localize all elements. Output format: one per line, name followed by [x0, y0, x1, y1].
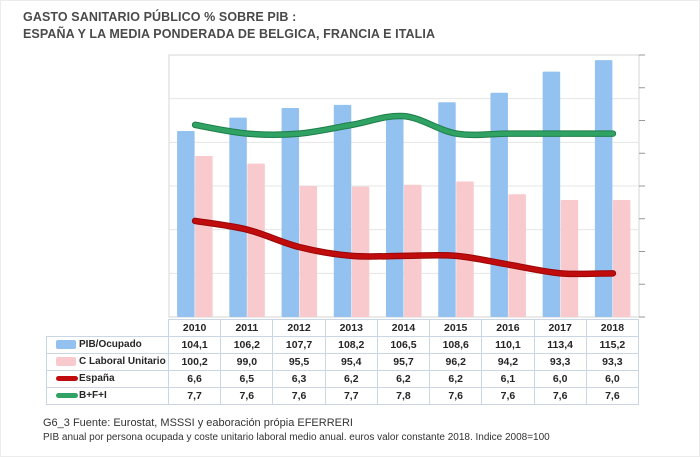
- value-cell-b-f-i: 7,6: [429, 387, 483, 405]
- value-cell-c-laboral-unitario: 95,5: [272, 353, 326, 371]
- bar-pib-ocupado: [490, 92, 508, 317]
- value-cell-c-laboral-unitario: 100,2: [167, 353, 222, 371]
- page-title: GASTO SANITARIO PÚBLICO % SOBRE PIB : ES…: [23, 9, 435, 42]
- series-name-b-f-i: B+F+I: [79, 390, 107, 401]
- title-line-2: ESPAÑA Y LA MEDIA PONDERADA DE BELGICA, …: [23, 26, 436, 41]
- value-cell-pib-ocupado: 108,6: [429, 336, 483, 354]
- table-row-b-f-i: B+F+I 7,7 7,6 7,6 7,7 7,8 7,6 7,6 7,6 7,6: [46, 387, 640, 405]
- value-cell-b-f-i: 7,7: [167, 387, 222, 405]
- value-cell-b-f-i: 7,6: [220, 387, 274, 405]
- table-row-c-laboral-unitario: C Laboral Unitario 100,2 99,0 95,5 95,4 95,7 9…: [46, 353, 640, 371]
- year-header: 2018: [585, 319, 640, 337]
- legend-label-espa-a: España: [46, 370, 169, 388]
- value-cell-espa-a: 6,0: [585, 370, 640, 388]
- value-cell-pib-ocupado: 110,1: [481, 336, 535, 354]
- value-cell-c-laboral-unitario: 94,2: [481, 353, 535, 371]
- title-line-1: GASTO SANITARIO PÚBLICO % SOBRE PIB :: [23, 10, 297, 24]
- table-header-row: 2010 2011 2012 2013 2014 2015 2016 2017 2018: [46, 319, 640, 337]
- year-header: 2014: [376, 319, 431, 337]
- table-row-pib-ocupado: PIB/Ocupado 104,1 106,2 107,7 108,2 106,5 108,…: [46, 336, 640, 354]
- value-cell-b-f-i: 7,6: [272, 387, 326, 405]
- value-cell-pib-ocupado: 113,4: [533, 336, 587, 354]
- value-cell-pib-ocupado: 106,5: [376, 336, 431, 354]
- value-cell-espa-a: 6,6: [167, 370, 222, 388]
- bar-pib-ocupado: [281, 108, 300, 317]
- bar-pib-ocupado: [438, 102, 456, 317]
- bar-pib-ocupado: [177, 131, 195, 317]
- legend-swatch-c-laboral-unitario: [56, 356, 76, 366]
- year-header: 2010: [167, 319, 222, 337]
- value-cell-pib-ocupado: 115,2: [585, 336, 640, 354]
- year-header: 2015: [429, 319, 483, 337]
- bar-c-laboral-unitario: [560, 200, 579, 317]
- bar-c-laboral-unitario: [195, 155, 213, 317]
- value-cell-b-f-i: 7,6: [481, 387, 535, 405]
- value-cell-c-laboral-unitario: 93,3: [585, 353, 640, 371]
- value-cell-b-f-i: 7,7: [324, 387, 378, 405]
- bar-c-laboral-unitario: [351, 186, 370, 317]
- value-cell-espa-a: 6,5: [220, 370, 274, 388]
- bar-pib-ocupado: [229, 117, 247, 317]
- source-note: G6_3 Fuente: Eurostat, MSSSI y eaboració…: [43, 417, 353, 429]
- definition-note: PIB anual por persona ocupada y coste un…: [43, 432, 550, 443]
- legend-label-b-f-i: B+F+I: [46, 387, 169, 405]
- year-header: 2017: [533, 319, 587, 337]
- bar-pib-ocupado: [594, 60, 613, 318]
- year-header: 2013: [324, 319, 378, 337]
- legend-swatch-pib-ocupado: [56, 339, 76, 349]
- bar-c-laboral-unitario: [612, 200, 631, 317]
- legend-swatch-b-f-i: [56, 392, 78, 398]
- bar-pib-ocupado: [333, 104, 352, 317]
- legend-label-c-laboral-unitario: C Laboral Unitario: [46, 353, 169, 371]
- bar-c-laboral-unitario: [247, 163, 265, 317]
- series-name-c-laboral-unitario: C Laboral Unitario: [79, 356, 166, 367]
- year-header: 2011: [220, 319, 274, 337]
- line-espa-a: [192, 218, 616, 277]
- series-name-pib-ocupado: PIB/Ocupado: [79, 339, 142, 350]
- value-cell-pib-ocupado: 107,7: [272, 336, 326, 354]
- legend-swatch-espa-a: [56, 375, 78, 381]
- value-cell-pib-ocupado: 108,2: [324, 336, 378, 354]
- line-b-f-i: [192, 113, 616, 138]
- value-cell-espa-a: 6,3: [272, 370, 326, 388]
- bar-pib-ocupado: [386, 115, 404, 318]
- bar-c-laboral-unitario: [456, 181, 474, 317]
- value-cell-pib-ocupado: 106,2: [220, 336, 274, 354]
- year-header: 2012: [272, 319, 326, 337]
- value-cell-pib-ocupado: 104,1: [167, 336, 222, 354]
- value-cell-b-f-i: 7,6: [585, 387, 640, 405]
- series-name-espa-a: España: [79, 373, 115, 384]
- value-cell-espa-a: 6,1: [481, 370, 535, 388]
- bar-pib-ocupado: [542, 71, 561, 318]
- legend-label-pib-ocupado: PIB/Ocupado: [46, 336, 169, 354]
- value-cell-c-laboral-unitario: 96,2: [429, 353, 483, 371]
- value-cell-c-laboral-unitario: 99,0: [220, 353, 274, 371]
- value-cell-espa-a: 6,2: [429, 370, 483, 388]
- bar-c-laboral-unitario: [404, 184, 422, 317]
- value-cell-b-f-i: 7,8: [376, 387, 431, 405]
- bar-c-laboral-unitario: [508, 194, 526, 317]
- value-cell-c-laboral-unitario: 93,3: [533, 353, 587, 371]
- value-cell-b-f-i: 7,6: [533, 387, 587, 405]
- value-cell-c-laboral-unitario: 95,7: [376, 353, 431, 371]
- table-row-espa-a: España 6,6 6,5 6,3 6,2 6,2 6,2 6,1 6,0 6,0: [46, 370, 640, 388]
- value-cell-espa-a: 6,0: [533, 370, 587, 388]
- table-corner-blank: [46, 319, 169, 337]
- year-header: 2016: [481, 319, 535, 337]
- value-cell-c-laboral-unitario: 95,4: [324, 353, 378, 371]
- combo-chart: [168, 54, 645, 318]
- value-cell-espa-a: 6,2: [376, 370, 431, 388]
- chart-data-table: 2010 2011 2012 2013 2014 2015 2016 2017 2018 PIB/…: [46, 319, 640, 405]
- value-cell-espa-a: 6,2: [324, 370, 378, 388]
